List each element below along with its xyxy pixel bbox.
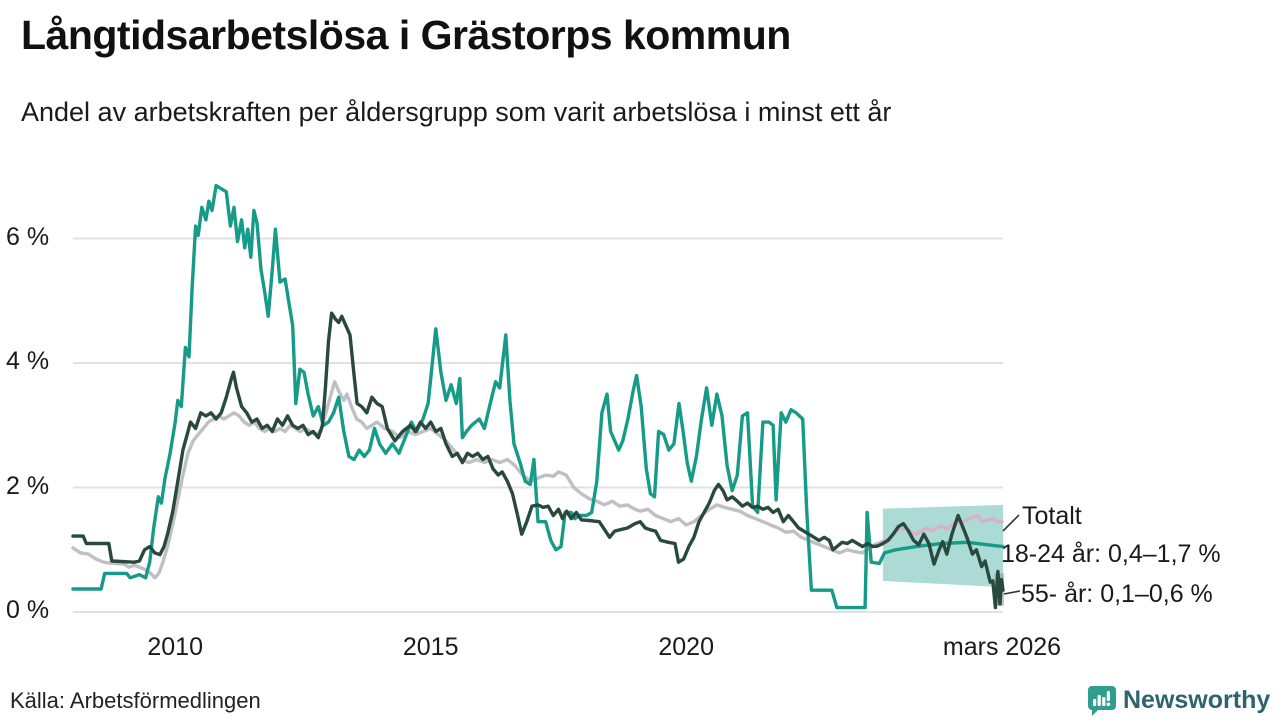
source-note: Källa: Arbetsförmedlingen [10, 688, 261, 713]
page-subtitle: Andel av arbetskraften per åldersgrupp s… [21, 97, 892, 127]
page-title: Långtidsarbetslösa i Grästorps kommun [21, 12, 791, 58]
x-axis-tick-label: 2015 [402, 633, 459, 661]
newsworthy-icon [1088, 686, 1116, 716]
y-axis-tick-label: 6 % [6, 222, 50, 251]
y-axis-tick-label: 2 % [6, 471, 50, 500]
y-axis-tick-label: 4 % [6, 347, 50, 375]
x-axis-tick-label: mars 2026 [942, 633, 1062, 661]
x-axis-tick-label: 2010 [147, 633, 203, 661]
series-label-totalt: Totalt [1022, 502, 1082, 530]
series-label-55plus: 55- år: 0,1–0,6 % [1021, 580, 1213, 608]
x-axis-tick-label: 2020 [658, 633, 714, 661]
newsworthy-wordmark: Newsworthy [1123, 686, 1271, 714]
series-label-18-24: 18-24 år: 0,4–1,7 % [1001, 540, 1221, 568]
y-axis-tick-label: 0 % [6, 596, 50, 624]
newsworthy-logo: Newsworthy [1085, 684, 1275, 718]
